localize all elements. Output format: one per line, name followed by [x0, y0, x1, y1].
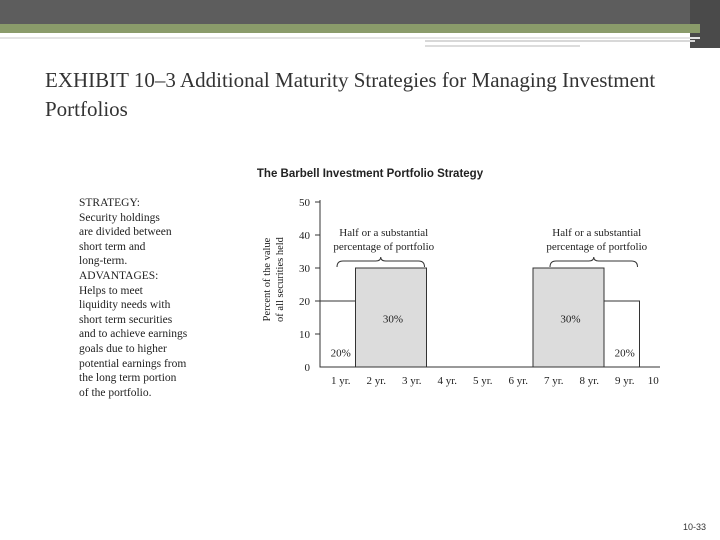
- barbell-chart: The Barbell Investment Portfolio Strateg…: [257, 168, 660, 387]
- divider-line: [0, 37, 700, 39]
- x-tick-label: 9 yr.: [615, 375, 635, 387]
- annotation-brace: [549, 256, 638, 268]
- y-tick-label: 0: [305, 362, 311, 374]
- y-axis-label: of all securities held: [275, 236, 286, 322]
- x-tick-label: 2 yr.: [366, 375, 386, 387]
- advantages-line: Helps to meet: [79, 284, 143, 297]
- accent-bar: [0, 24, 700, 33]
- strategy-text: STRATEGY: Security holdings are divided …: [79, 196, 219, 400]
- annotation-text: Half or a substantial: [339, 227, 428, 239]
- slide-title: EXHIBIT 10–3 Additional Maturity Strateg…: [45, 68, 656, 121]
- advantages-line: potential earnings from: [79, 357, 187, 370]
- x-tick-label: 6 yr.: [508, 375, 528, 387]
- chart-title: The Barbell Investment Portfolio Strateg…: [257, 168, 484, 180]
- advantages-line: goals due to higher: [79, 342, 167, 355]
- divider-line: [425, 40, 695, 42]
- x-tick-label: 8 yr.: [579, 375, 599, 387]
- x-tick-label: 3 yr.: [402, 375, 422, 387]
- y-axis-label: Percent of the value: [262, 237, 273, 321]
- y-tick-label: 40: [299, 230, 311, 242]
- advantages-line: and to achieve earnings: [79, 328, 188, 341]
- top-bar: [0, 0, 720, 24]
- bar-label: 30%: [383, 313, 403, 325]
- x-tick-label: 10 yr.: [648, 375, 660, 387]
- y-tick-label: 30: [299, 263, 311, 275]
- advantages-line: ADVANTAGES:: [79, 269, 159, 282]
- annotation-text: percentage of portfolio: [546, 241, 647, 253]
- divider-line: [425, 45, 580, 47]
- strategy-line: long-term.: [79, 255, 128, 268]
- y-tick-label: 10: [299, 329, 311, 341]
- strategy-line: STRATEGY:: [79, 197, 140, 209]
- advantages-line: liquidity needs with: [79, 299, 171, 312]
- bar-label: 30%: [560, 313, 580, 325]
- bar-label: 20%: [331, 347, 351, 359]
- strategy-line: short term and: [79, 240, 146, 253]
- y-tick-label: 50: [299, 197, 311, 209]
- page-number: 10-33: [682, 522, 706, 532]
- strategy-line: Security holdings: [79, 211, 160, 224]
- y-tick-label: 20: [299, 296, 311, 308]
- advantages-line: the long term portion: [79, 372, 177, 385]
- x-tick-label: 4 yr.: [437, 375, 457, 387]
- x-tick-label: 1 yr.: [331, 375, 351, 387]
- strategy-line: are divided between: [79, 226, 172, 239]
- x-tick-label: 5 yr.: [473, 375, 493, 387]
- x-tick-label: 7 yr.: [544, 375, 564, 387]
- annotation-text: Half or a substantial: [552, 227, 641, 239]
- annotation-text: percentage of portfolio: [333, 241, 434, 253]
- advantages-line: of the portfolio.: [79, 386, 152, 399]
- advantages-line: short term securities: [79, 313, 173, 326]
- bar-label: 20%: [615, 347, 635, 359]
- annotation-brace: [336, 256, 425, 268]
